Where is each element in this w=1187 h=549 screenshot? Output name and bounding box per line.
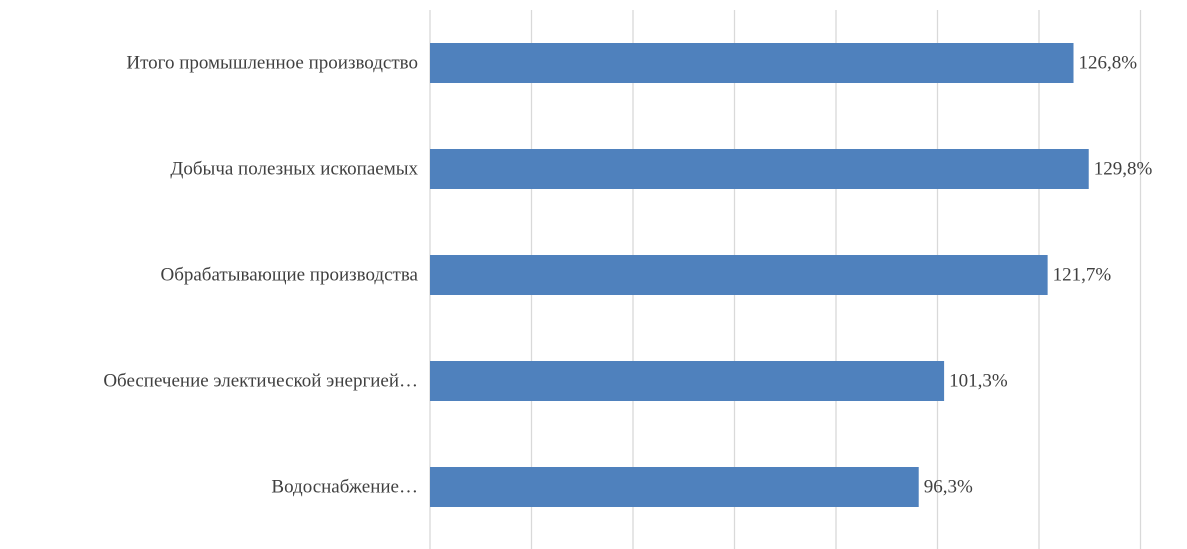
category-labels: Итого промышленное производство Добыча по…: [103, 53, 418, 498]
bar: [430, 361, 945, 401]
data-label: 96,3%: [924, 477, 973, 498]
data-label: 129,8%: [1094, 159, 1153, 180]
bars: [430, 43, 1089, 507]
bar: [430, 467, 919, 507]
bar: [430, 255, 1048, 295]
value-labels: 126,8% 129,8% 121,7% 101,3% 96,3%: [924, 53, 1153, 498]
category-label: Обрабатывающие производства: [160, 265, 418, 286]
data-label: 121,7%: [1053, 265, 1112, 286]
category-label: Обеспечение электической энергией…: [103, 371, 418, 392]
bar: [430, 43, 1074, 83]
category-label: Итого промышленное производство: [126, 53, 418, 74]
category-label: Водоснабжение…: [271, 477, 418, 498]
data-label: 101,3%: [949, 371, 1008, 392]
category-label: Добыча полезных ископаемых: [170, 159, 418, 180]
data-label: 126,8%: [1079, 53, 1138, 74]
bar: [430, 149, 1089, 189]
